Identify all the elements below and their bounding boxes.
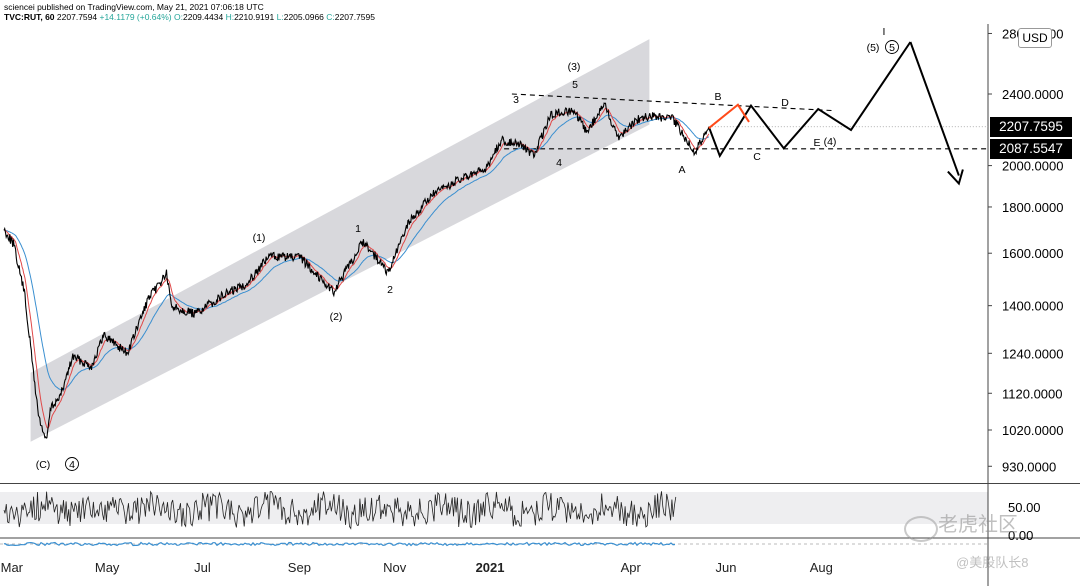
close-value: 2207.7595 — [334, 12, 375, 22]
wave-label-5: 5 — [572, 79, 578, 91]
wave-label-paren-4: (4) — [824, 136, 837, 148]
publisher-line: sciencei published on TradingView.com, M… — [4, 2, 264, 12]
high-value: 2210.9191 — [234, 12, 275, 22]
ohlc-line: TVC:RUT, 60 2207.7594 +14.1179 (+0.64%) … — [4, 12, 375, 22]
time-tick-label: Jul — [194, 560, 211, 575]
indicator-pane[interactable]: 50.00 0.00 — [0, 484, 1080, 552]
time-tick-label: Nov — [383, 560, 407, 575]
projected-wave-path — [707, 41, 912, 159]
oscillator-line — [3, 490, 677, 530]
indicator-tick-50: 50.00 — [1008, 500, 1041, 515]
wave-label-paren-2: (2) — [330, 311, 343, 323]
wave-label-circled-4: 4 — [69, 459, 75, 471]
wave-label-paren-1: (1) — [253, 232, 266, 244]
y-tick-label: 930.0000 — [1002, 459, 1056, 474]
time-tick-label: Apr — [621, 560, 642, 575]
wave-label-circled-5: 5 — [889, 42, 895, 54]
symbol-label: TVC:RUT, 60 — [4, 12, 55, 22]
projection-highlight — [708, 103, 750, 129]
wave-label-b: B — [714, 91, 721, 103]
wave-label-circled-5-circle — [885, 40, 899, 54]
wave-label-paren-5: (5) — [867, 42, 880, 54]
projection-arrow-head — [947, 169, 964, 186]
y-tick-label: 1240.0000 — [1002, 346, 1063, 361]
current-price-label: 2207.7595 — [990, 117, 1072, 137]
publisher-text: sciencei published on TradingView.com, M… — [4, 2, 264, 12]
wave-label-d: D — [781, 97, 789, 109]
change-value: +14.1179 (+0.64%) — [99, 12, 172, 22]
open-value: 2209.4434 — [183, 12, 224, 22]
price-line — [3, 102, 710, 439]
y-tick-label: 1400.0000 — [1002, 299, 1063, 314]
wave-label-1: 1 — [355, 223, 361, 235]
time-tick-label: Sep — [288, 560, 311, 575]
y-tick-label: 1120.0000 — [1002, 386, 1063, 401]
currency-button[interactable]: USD — [1018, 28, 1052, 48]
wave-label-4: 4 — [556, 157, 562, 169]
time-tick-label: Aug — [810, 560, 833, 575]
wave-label-c-proj: C — [753, 151, 761, 163]
time-tick-label: May — [95, 560, 120, 575]
y-tick-label: 1800.0000 — [1002, 200, 1063, 215]
time-tick-label: Jun — [716, 560, 737, 575]
wave-label-2: 2 — [387, 284, 393, 296]
low-label: L: — [276, 12, 284, 22]
close-label: C: — [326, 12, 335, 22]
indicator-band — [0, 492, 988, 524]
indicator-tick-0: 0.00 — [1008, 528, 1033, 543]
wave-label-a: A — [678, 164, 685, 176]
wave-label-paren-3: (3) — [568, 61, 581, 73]
level-price-label: 2087.5547 — [990, 139, 1072, 159]
low-value: 2205.0966 — [283, 12, 324, 22]
trend-channel — [30, 39, 650, 442]
wave-label-3: 3 — [513, 94, 519, 106]
wave-label-i: I — [883, 26, 886, 38]
y-tick-label: 2000.0000 — [1002, 159, 1063, 174]
projected-decline-line — [909, 41, 960, 176]
wave-label-e: E — [813, 137, 820, 149]
y-tick-label: 1020.0000 — [1002, 423, 1063, 438]
wave-label-c: (C) — [36, 459, 51, 471]
y-tick-label: 1600.0000 — [1002, 246, 1063, 261]
time-tick-label: 2021 — [476, 560, 505, 575]
time-axis: Mar May Jul Sep Nov 2021 Apr Jun Aug — [1, 552, 989, 586]
time-tick-label: Mar — [1, 560, 24, 575]
open-label: O: — [174, 12, 183, 22]
price-chart[interactable]: (C)4(1)(2)12345(3)ABCDE(4)(5)5I2800.0000… — [0, 0, 1080, 484]
last-price: 2207.7594 — [56, 12, 98, 22]
y-tick-label: 2400.0000 — [1002, 87, 1063, 102]
high-label: H: — [225, 12, 235, 22]
wave-label-circled-4-circle — [65, 457, 79, 471]
oscillator-signal-line — [3, 541, 676, 547]
